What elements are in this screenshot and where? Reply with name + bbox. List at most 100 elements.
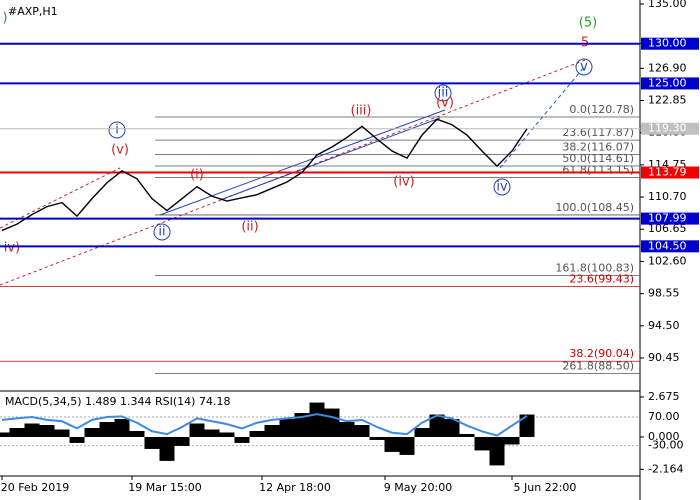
macd-bar	[114, 419, 130, 437]
macd-bar	[129, 430, 145, 437]
trend-line	[0, 167, 121, 229]
channel-line	[159, 109, 446, 216]
fib-label: 50.0(114.61)	[562, 152, 634, 165]
y-tick-label: 70.00	[648, 410, 680, 423]
macd-bar	[264, 425, 280, 437]
macd-bar	[309, 402, 325, 437]
y-tick-label: 126.90	[648, 61, 687, 74]
y-tick-label: 102.60	[648, 254, 687, 267]
y-tick-label: 135.00	[648, 0, 687, 10]
macd-bar	[189, 423, 205, 437]
y-tick-label: 122.85	[648, 94, 687, 107]
y-tick-label: 106.65	[648, 222, 687, 235]
level-box	[641, 37, 699, 50]
level-label: 107.99	[648, 212, 687, 225]
macd-bar	[39, 425, 55, 437]
fib-label: 23.6(117.87)	[562, 126, 634, 139]
wave-label: v	[580, 60, 588, 75]
macd-bar	[414, 427, 430, 437]
macd-bar	[384, 436, 400, 452]
macd-bar	[204, 429, 220, 437]
wave-label: (i)	[190, 168, 204, 183]
macd-bar	[234, 436, 250, 443]
wave-label: ii	[158, 225, 165, 240]
wave-label: iv	[496, 180, 508, 195]
macd-bar	[249, 430, 265, 437]
fib-label: 23.6(99.43)	[569, 273, 634, 286]
rsi-line	[1, 413, 528, 437]
macd-bar	[504, 436, 520, 445]
x-tick-label: 20 Feb 2019	[1, 481, 69, 494]
x-tick-label: 19 Mar 15:00	[128, 481, 201, 494]
price-line	[1, 118, 528, 232]
y-tick-label: 110.70	[648, 190, 687, 203]
wave-label: i	[115, 123, 119, 138]
macd-bar	[279, 419, 295, 437]
y-tick-label: -30.00	[648, 439, 683, 452]
x-tick-label: 5 Jun 22:00	[514, 481, 577, 494]
macd-bar	[144, 436, 160, 449]
x-tick-label: 9 May 20:00	[384, 481, 452, 494]
macd-bar	[0, 432, 10, 437]
y-tick-label: 94.50	[648, 319, 680, 332]
last-price-box	[641, 122, 699, 135]
macd-bar	[459, 433, 475, 437]
macd-bar	[99, 422, 115, 437]
y-tick-label: 2.675	[648, 390, 680, 403]
level-label: 104.50	[648, 239, 687, 252]
macd-bar	[9, 427, 25, 437]
level-box	[641, 240, 699, 253]
wave-label: (iv)	[393, 175, 414, 190]
wave-label: )	[2, 11, 7, 26]
macd-bar	[24, 423, 40, 437]
macd-bar	[159, 436, 175, 461]
macd-bar	[174, 436, 190, 446]
wave-label: (v)	[436, 96, 454, 111]
y-tick-label: 90.45	[648, 351, 680, 364]
level-label: 130.00	[648, 37, 687, 50]
level-box	[641, 166, 699, 179]
macd-bar	[399, 436, 415, 455]
wave-circle	[434, 84, 452, 102]
macd-bar	[219, 432, 235, 437]
wave-label: iv)	[4, 241, 20, 256]
macd-bar	[339, 422, 355, 437]
macd-bar	[324, 408, 340, 437]
macd-bar	[429, 414, 445, 437]
wave-label: iii	[438, 86, 449, 101]
wave-labels: (5) 5 v iii (v) (iii) (iv) iv i (v) (i) …	[2, 11, 597, 256]
y-tick-label: 98.55	[648, 287, 680, 300]
fib-label: 261.8(88.50)	[562, 359, 634, 372]
macd-bar	[84, 427, 100, 437]
level-box	[641, 77, 699, 90]
fib-label: 38.2(90.04)	[569, 347, 634, 360]
wave-circle	[493, 178, 511, 196]
macd-bar	[354, 425, 370, 437]
macd-bar	[69, 436, 85, 443]
macd-bar	[54, 429, 70, 437]
macd-bar	[519, 414, 535, 437]
wave-label: (v)	[111, 143, 129, 158]
macd-bar	[474, 436, 490, 451]
level-label: 113.79	[648, 166, 687, 179]
fib-label: 61.8(113.15)	[562, 164, 634, 177]
macd-bar	[294, 413, 310, 437]
y-tick-label: 0.000	[648, 430, 680, 443]
macd-bar	[444, 419, 460, 437]
wave-label: (iii)	[351, 104, 372, 119]
indicator-title: MACD(5,34,5) 1.489 1.344 RSI(14) 74.18	[5, 395, 230, 408]
channel-line	[219, 117, 441, 201]
macd-bar	[489, 436, 505, 466]
fib-label: 100.0(108.45)	[555, 201, 634, 214]
level-box	[641, 212, 699, 225]
y-tick-label: -2.164	[648, 462, 683, 475]
macd-bar	[369, 436, 385, 440]
fib-label: 161.8(100.83)	[555, 261, 634, 274]
level-label: 125.00	[648, 76, 687, 89]
wave-circle	[108, 121, 126, 139]
x-tick-label: 12 Apr 18:00	[259, 481, 331, 494]
last-price-label: 119.30	[648, 122, 687, 135]
symbol-title: #AXP,H1	[8, 5, 58, 18]
wave-label: (ii)	[241, 220, 258, 235]
